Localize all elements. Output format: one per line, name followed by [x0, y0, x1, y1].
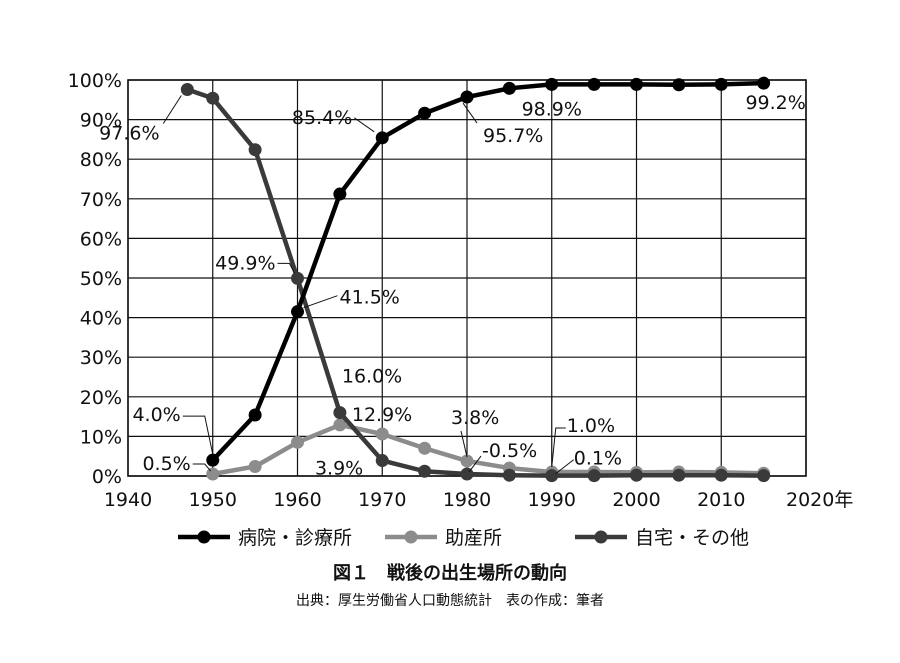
data-point — [418, 464, 432, 478]
data-label: 41.5% — [340, 287, 400, 309]
data-label: 98.9% — [522, 98, 582, 120]
data-point — [375, 131, 389, 145]
label-leader — [353, 117, 375, 133]
y-tick-label: 70% — [80, 189, 122, 211]
y-tick-label: 20% — [80, 387, 122, 409]
data-label: 95.7% — [483, 125, 543, 147]
axes: 0% 10% 20% 30% 40% 50% 60% 70% 80% 90% 100% 1940 195… — [68, 70, 854, 511]
label-leader — [303, 295, 338, 309]
y-tick-label: 40% — [80, 308, 122, 330]
data-point — [587, 469, 601, 483]
legend-swatch-marker — [594, 530, 608, 544]
x-tick-label: 2020年 — [786, 489, 853, 511]
series-line-1 — [210, 422, 766, 477]
x-tick-label: 2010 — [697, 489, 745, 511]
data-label: 85.4% — [292, 107, 352, 129]
y-tick-label: 0% — [92, 466, 122, 488]
data-point — [630, 468, 643, 482]
data-label: 99.2% — [745, 92, 805, 114]
data-labels: 97.6% 85.4% 95.7% 98.9% 99.2% 49.9% 41.5% 16.0%… — [99, 92, 806, 479]
x-tick-label: 1960 — [273, 489, 321, 511]
legend-swatch-marker — [404, 530, 418, 544]
legend-label: 病院・診療所 — [238, 527, 352, 549]
data-point — [502, 81, 516, 95]
data-label: 0.5% — [142, 453, 190, 475]
legend-label: 自宅・その他 — [635, 527, 749, 549]
data-point — [545, 77, 559, 91]
data-point — [375, 454, 389, 468]
data-label: 97.6% — [99, 123, 159, 145]
x-tick-label: 1980 — [443, 489, 491, 511]
data-point — [248, 143, 262, 157]
data-point — [672, 78, 686, 92]
y-tick-label: 10% — [80, 426, 122, 448]
label-leader — [162, 95, 182, 124]
data-label: 49.9% — [215, 252, 275, 274]
chart-title: 図１ 戦後の出生場所の動向 — [333, 563, 567, 584]
data-point — [545, 469, 559, 483]
data-point — [248, 459, 262, 473]
chart-source: 出典：厚生労働省人口動態統計 表の作成：筆者 — [296, 593, 604, 609]
data-point — [460, 454, 474, 468]
data-point — [587, 77, 601, 91]
data-point — [460, 90, 474, 104]
y-tick-label: 100% — [68, 70, 122, 92]
data-point — [291, 271, 304, 285]
x-tick-label: 2000 — [612, 489, 660, 511]
label-leader — [468, 455, 482, 473]
y-tick-label: 50% — [80, 268, 122, 290]
label-leader — [277, 262, 295, 274]
data-point — [375, 427, 389, 441]
data-point — [180, 83, 194, 97]
data-point — [248, 408, 262, 422]
label-leader — [555, 459, 575, 474]
data-point — [502, 468, 516, 482]
data-point — [333, 418, 347, 432]
label-leader — [462, 102, 478, 124]
legend-label: 助産所 — [445, 527, 502, 549]
data-label: 3.8% — [451, 407, 499, 429]
data-point — [291, 435, 304, 449]
data-label: 4.0% — [132, 404, 180, 426]
data-point — [333, 187, 347, 201]
data-point — [206, 453, 220, 467]
data-point — [714, 468, 728, 482]
data-label: -0.5% — [482, 440, 537, 462]
label-leader — [192, 463, 212, 472]
x-tick-label: 1950 — [189, 489, 237, 511]
data-label: 1.0% — [567, 415, 615, 437]
data-point — [714, 77, 728, 91]
x-tick-label: 1990 — [528, 489, 576, 511]
data-label: 3.9% — [315, 458, 363, 480]
series-line-0 — [210, 80, 766, 463]
series-layer — [180, 76, 771, 483]
data-point — [630, 77, 643, 91]
y-tick-label: 90% — [80, 110, 122, 132]
data-point — [418, 106, 432, 120]
legend: 病院・診療所 助産所 自宅・その他 — [178, 527, 749, 549]
y-tick-label: 60% — [80, 228, 122, 250]
data-point — [757, 469, 771, 483]
x-tick-label: 1970 — [358, 489, 406, 511]
data-point — [418, 441, 432, 455]
data-point — [206, 91, 220, 105]
data-label: 0.1% — [574, 448, 622, 470]
data-label: 16.0% — [342, 366, 402, 388]
data-point — [206, 467, 220, 481]
label-leader — [551, 427, 566, 468]
x-tick-label: 1940 — [104, 489, 152, 511]
label-leader — [182, 415, 214, 455]
data-point — [333, 406, 347, 420]
legend-swatch-marker — [197, 530, 211, 544]
data-label: 12.9% — [352, 404, 412, 426]
data-point — [672, 468, 686, 482]
y-tick-label: 30% — [80, 347, 122, 369]
data-point — [757, 76, 771, 90]
y-tick-label: 80% — [80, 149, 122, 171]
data-point — [291, 305, 304, 319]
data-point — [460, 467, 474, 481]
label-leader — [460, 430, 468, 458]
